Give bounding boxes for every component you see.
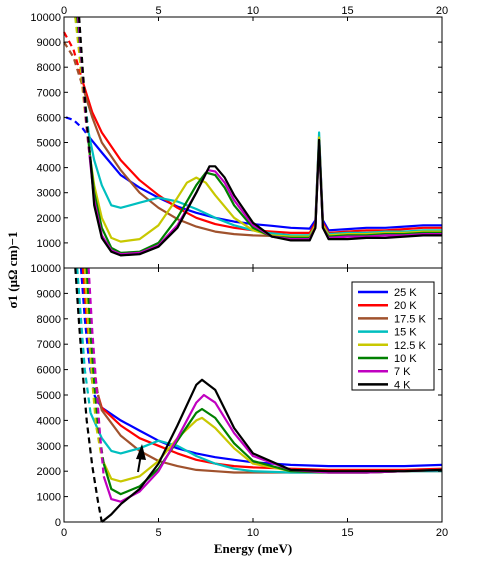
- bottom-y-tick-label: 1000: [37, 492, 61, 504]
- bottom-y-tick-label: 10000: [30, 263, 61, 275]
- bottom-series-15-k-extrapolation: [76, 267, 92, 413]
- top-y-tick-label: 5000: [37, 138, 61, 150]
- top-y-tick-label: 6000: [37, 112, 61, 124]
- bottom-series-7-k-line: [102, 393, 443, 503]
- annotation-arrow: [136, 444, 146, 473]
- top-series-4-k-line: [89, 138, 442, 257]
- bottom-series-group: [74, 267, 443, 523]
- legend: 25 K20 K17.5 K 15 K12.5 K10 K7 K4 K: [351, 281, 435, 391]
- bottom-series-4-k-extrapolation: [74, 267, 103, 523]
- top-y-tick-label: 10000: [30, 12, 61, 24]
- bottom-panel: 0 5 10 15 20 0 1000 2000 3000 4000 5000 6000 7000 800…: [30, 263, 448, 539]
- legend-label-7-k: 7 K: [394, 366, 411, 378]
- bottom-y-tick-label: 3000: [37, 441, 61, 453]
- bottom-y-tick-label: 9000: [37, 288, 61, 300]
- top-series-25-k-line: [89, 136, 442, 232]
- legend-label-25-k: 25 K: [394, 287, 417, 299]
- legend-label-10-k: 10 K: [394, 353, 417, 365]
- top-x-tick-label: 5: [155, 5, 161, 17]
- top-y-tick-label: 9000: [37, 37, 61, 49]
- legend-label-15-k: 15 K: [394, 327, 417, 339]
- bottom-series-12-5-k-extrapolation: [83, 267, 103, 459]
- top-series-15-k-extrapolation: [74, 16, 90, 133]
- bottom-y-tick-label: 7000: [37, 339, 61, 351]
- bottom-series-20-k-extrapolation: [81, 267, 100, 396]
- top-series-17-5-k-extrapolation: [63, 41, 84, 88]
- top-x-tick-label: 0: [61, 5, 67, 17]
- top-series-17-5-k-line: [81, 86, 442, 237]
- bottom-y-tick-label: 4000: [37, 415, 61, 427]
- top-series-25-k-extrapolation: [65, 116, 92, 140]
- legend-label-4-k: 4 K: [394, 379, 411, 391]
- top-x-tick-label: 10: [247, 5, 259, 17]
- top-series-group: [63, 16, 442, 257]
- x-axis-label: Energy (meV): [214, 541, 292, 556]
- top-panel: 0 5 10 15 20 1000 2000 3000 4000 5000 6000 7000 8000…: [30, 5, 448, 269]
- legend-label-17-5-k: 17.5 K: [394, 313, 426, 325]
- top-y-tick-label: 8000: [37, 62, 61, 74]
- legend-label-20-k: 20 K: [394, 300, 417, 312]
- bottom-series-7-k-extrapolation: [87, 267, 105, 477]
- top-x-tick-label: 20: [436, 5, 448, 17]
- legend-label-12-5-k: 12.5 K: [394, 340, 426, 352]
- top-series-20-k-extrapolation: [63, 31, 84, 83]
- bottom-x-tick-label: 0: [61, 527, 67, 539]
- top-ticks-group: 0 5 10 15 20 1000 2000 3000 4000 5000 6000 7000 8000…: [30, 5, 448, 268]
- top-series-12-5-k-line: [87, 136, 442, 243]
- bottom-x-tick-label: 15: [341, 527, 353, 539]
- bottom-y-tick-label: 5000: [37, 390, 61, 402]
- bottom-x-tick-label: 5: [155, 527, 161, 539]
- bottom-series-4-k-line: [101, 378, 443, 523]
- bottom-ticks-group: 0 5 10 15 20 0 1000 2000 3000 4000 5000 6000 7000 800…: [30, 263, 448, 539]
- top-series-7-k-line: [88, 141, 442, 256]
- top-series-15-k-line: [87, 131, 442, 237]
- top-y-tick-label: 1000: [37, 238, 61, 250]
- top-series-20-k-line: [81, 81, 442, 234]
- bottom-series-20-k-line: [96, 394, 443, 471]
- bottom-y-tick-label: 8000: [37, 314, 61, 326]
- bottom-series-10-k-line: [102, 407, 443, 496]
- top-y-tick-label: 7000: [37, 87, 61, 99]
- top-series-4-k-extrapolation: [78, 16, 92, 161]
- top-series-10-k-line: [87, 138, 442, 254]
- top-x-tick-label: 15: [341, 5, 353, 17]
- bottom-y-tick-label: 2000: [37, 466, 61, 478]
- y-axis-label: σ1 (μΩ cm)−1: [5, 231, 20, 308]
- bottom-x-tick-label: 20: [436, 527, 448, 539]
- top-y-tick-label: 3000: [37, 188, 61, 200]
- bottom-x-tick-label: 10: [247, 527, 259, 539]
- bottom-y-tick-label: 0: [55, 517, 61, 529]
- top-y-tick-label: 4000: [37, 163, 61, 175]
- top-y-tick-label: 2000: [37, 213, 61, 225]
- bottom-series-25-k-extrapolation: [79, 267, 96, 396]
- bottom-series-25-k-line: [93, 394, 443, 468]
- legend-box: [351, 281, 435, 391]
- bottom-y-tick-label: 6000: [37, 365, 61, 377]
